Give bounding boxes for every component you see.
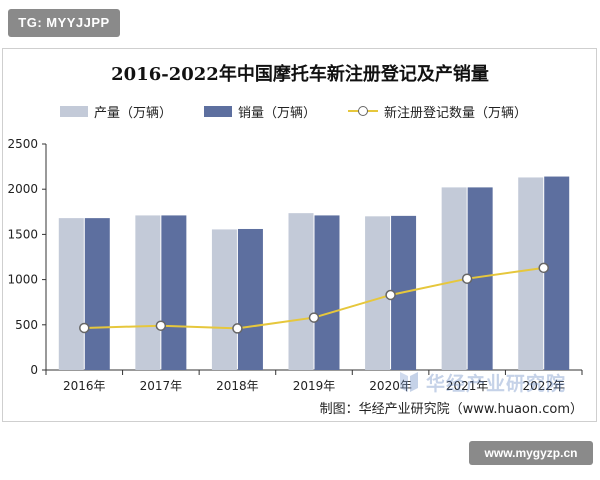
legend-line-registrations-icon: [348, 105, 379, 117]
legend-label-sales: 销量（万辆）: [238, 105, 317, 121]
bar-production: [518, 177, 544, 370]
huajing-logo-icon: [400, 372, 418, 392]
bar-sales: [237, 228, 263, 370]
legend-swatch-sales: [204, 105, 233, 117]
registrations-point: [155, 320, 167, 331]
chart-legend: 产量（万辆） 销量（万辆） 新注册登记数量（万辆）: [60, 100, 559, 122]
x-tick-label: 2019年: [293, 379, 336, 393]
registrations-point: [232, 323, 243, 334]
registrations-point: [461, 273, 473, 284]
registrations-point: [538, 262, 549, 274]
x-tick-label: 2016年: [63, 379, 106, 393]
tg-badge: TG: MYYJJPP: [8, 9, 120, 37]
y-tick-label: 1500: [7, 227, 38, 241]
registrations-point: [79, 322, 90, 334]
bar-production: [288, 213, 314, 370]
registrations-point: [385, 289, 396, 301]
x-tick-label: 2021年: [446, 379, 489, 393]
y-tick-label: 500: [15, 318, 38, 332]
y-tick-label: 2500: [7, 137, 38, 151]
source-note: 制图：华经产业研究院（www.huaon.com）: [319, 402, 583, 417]
x-tick-label: 2017年: [140, 379, 183, 393]
legend-item-registrations: 新注册登记数量（万辆）: [348, 102, 527, 121]
site-watermark-badge: www.mygyzp.cn: [469, 441, 593, 465]
chart-title: 2016-2022年中国摩托车新注册登记及产销量: [111, 64, 489, 85]
y-tick-label: 1000: [7, 273, 38, 287]
x-tick-label: 2020年: [369, 379, 412, 393]
legend-label-production: 产量（万辆）: [94, 105, 173, 121]
legend-label-registrations: 新注册登记数量（万辆）: [384, 105, 528, 121]
y-tick-label: 0: [30, 363, 38, 377]
bar-sales: [84, 218, 110, 370]
y-tick-label: 2000: [7, 182, 38, 196]
x-tick-label: 2018年: [216, 379, 259, 393]
bar-production: [58, 218, 84, 370]
legend-item-sales: 销量（万辆）: [204, 102, 316, 121]
legend-item-production: 产量（万辆）: [60, 102, 172, 121]
bar-production: [135, 215, 161, 370]
bar-sales: [314, 215, 340, 370]
bar-sales: [161, 215, 187, 370]
bar-production: [211, 229, 237, 370]
watermark: 华经产业研究院: [398, 367, 566, 397]
x-tick-label: 2022年: [522, 379, 565, 393]
watermark-text: 华经产业研究院: [426, 372, 567, 395]
registrations-point: [308, 312, 320, 323]
legend-swatch-production: [60, 105, 88, 117]
bar-sales: [544, 176, 570, 370]
